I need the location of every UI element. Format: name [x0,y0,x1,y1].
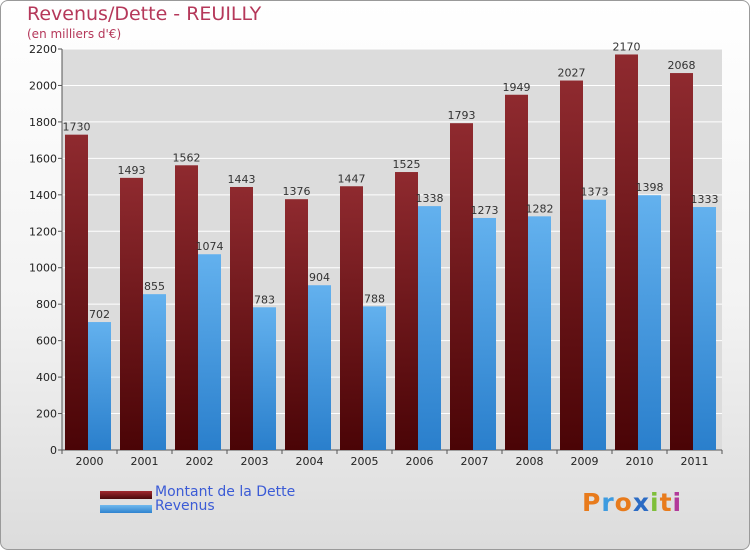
bar-debt [340,186,363,451]
data-label-debt: 1949 [503,81,531,94]
legend-label-debt: Montant de la Dette [155,484,296,500]
logo-letter: r [601,488,615,517]
x-tick-label: 2011 [681,455,709,468]
bar-revenue [528,216,551,450]
data-label-debt: 1793 [448,109,476,122]
y-tick-label: 2200 [29,43,57,56]
data-label-debt: 1447 [338,172,366,185]
x-tick-label: 2004 [296,455,324,468]
logo-letter: i [672,488,683,517]
x-tick-label: 2000 [76,455,104,468]
bar-debt [65,134,88,450]
y-tick-label: 1200 [29,225,57,238]
data-label-revenue: 1338 [416,192,444,205]
bar-revenue [418,206,441,450]
bar-revenue [583,199,606,450]
chart-subtitle: (en milliers d'€) [27,27,122,41]
bar-debt [395,172,418,450]
data-label-revenue: 1074 [196,240,224,253]
data-label-debt: 2027 [558,67,586,80]
x-tick-label: 2010 [626,455,654,468]
bar-debt [670,73,693,450]
y-tick-label: 1000 [29,262,57,275]
data-label-debt: 2170 [613,40,641,53]
plot-area [62,49,722,450]
logo-letter: x [632,488,650,517]
data-label-revenue: 783 [254,293,275,306]
proxiti-logo: Proxiti [582,488,682,517]
y-tick-label: 0 [50,444,57,457]
bar-debt [505,94,528,450]
bar-revenue [198,254,221,450]
x-tick-label: 2006 [406,455,434,468]
bar-debt [285,199,308,450]
data-label-debt: 1730 [63,121,91,134]
y-tick-label: 600 [36,335,57,348]
bar-debt [615,54,638,451]
data-label-revenue: 788 [364,292,385,305]
legend-swatch-revenue [100,505,152,513]
x-tick-label: 2003 [241,455,269,468]
y-tick-label: 1600 [29,152,57,165]
bar-revenue [88,322,111,450]
bar-revenue [363,306,386,450]
data-label-revenue: 1282 [526,202,554,215]
data-label-revenue: 1333 [691,193,719,206]
logo-letter: P [582,488,602,517]
bar-revenue [253,307,276,450]
x-tick-label: 2005 [351,455,379,468]
bar-debt [120,177,143,450]
data-label-debt: 2068 [668,59,696,72]
x-tick-label: 2009 [571,455,599,468]
y-tick-label: 1800 [29,116,57,129]
data-label-debt: 1376 [283,185,311,198]
data-label-revenue: 1398 [636,181,664,194]
data-label-revenue: 855 [144,280,165,293]
bar-revenue [143,294,166,450]
x-tick-label: 2002 [186,455,214,468]
bar-debt [560,80,583,451]
y-tick-label: 2000 [29,79,57,92]
legend-swatch-debt [100,491,152,499]
data-label-debt: 1562 [173,151,201,164]
data-label-revenue: 904 [309,271,330,284]
logo-letter: o [614,488,633,517]
logo-letter: t [659,488,673,517]
y-tick-label: 800 [36,298,57,311]
bar-debt [450,123,473,450]
data-label-debt: 1525 [393,158,421,171]
bar-revenue [693,207,716,450]
chart-title: Revenus/Dette - REUILLY [27,3,262,25]
x-tick-label: 2001 [131,455,159,468]
y-tick-label: 200 [36,408,57,421]
data-label-debt: 1443 [228,173,256,186]
logo-letter: i [650,488,660,517]
data-label-revenue: 1373 [581,186,609,199]
legend-label-revenue: Revenus [155,498,215,514]
data-label-revenue: 702 [89,308,110,321]
data-label-debt: 1493 [118,164,146,177]
data-label-revenue: 1273 [471,204,499,217]
bar-revenue [473,217,496,450]
bar-revenue [308,285,331,450]
bar-debt [230,186,253,450]
bar-revenue [638,195,661,450]
x-tick-label: 2008 [516,455,544,468]
y-tick-label: 1400 [29,189,57,202]
bar-debt [175,165,198,451]
y-tick-label: 400 [36,371,57,384]
x-tick-label: 2007 [461,455,489,468]
